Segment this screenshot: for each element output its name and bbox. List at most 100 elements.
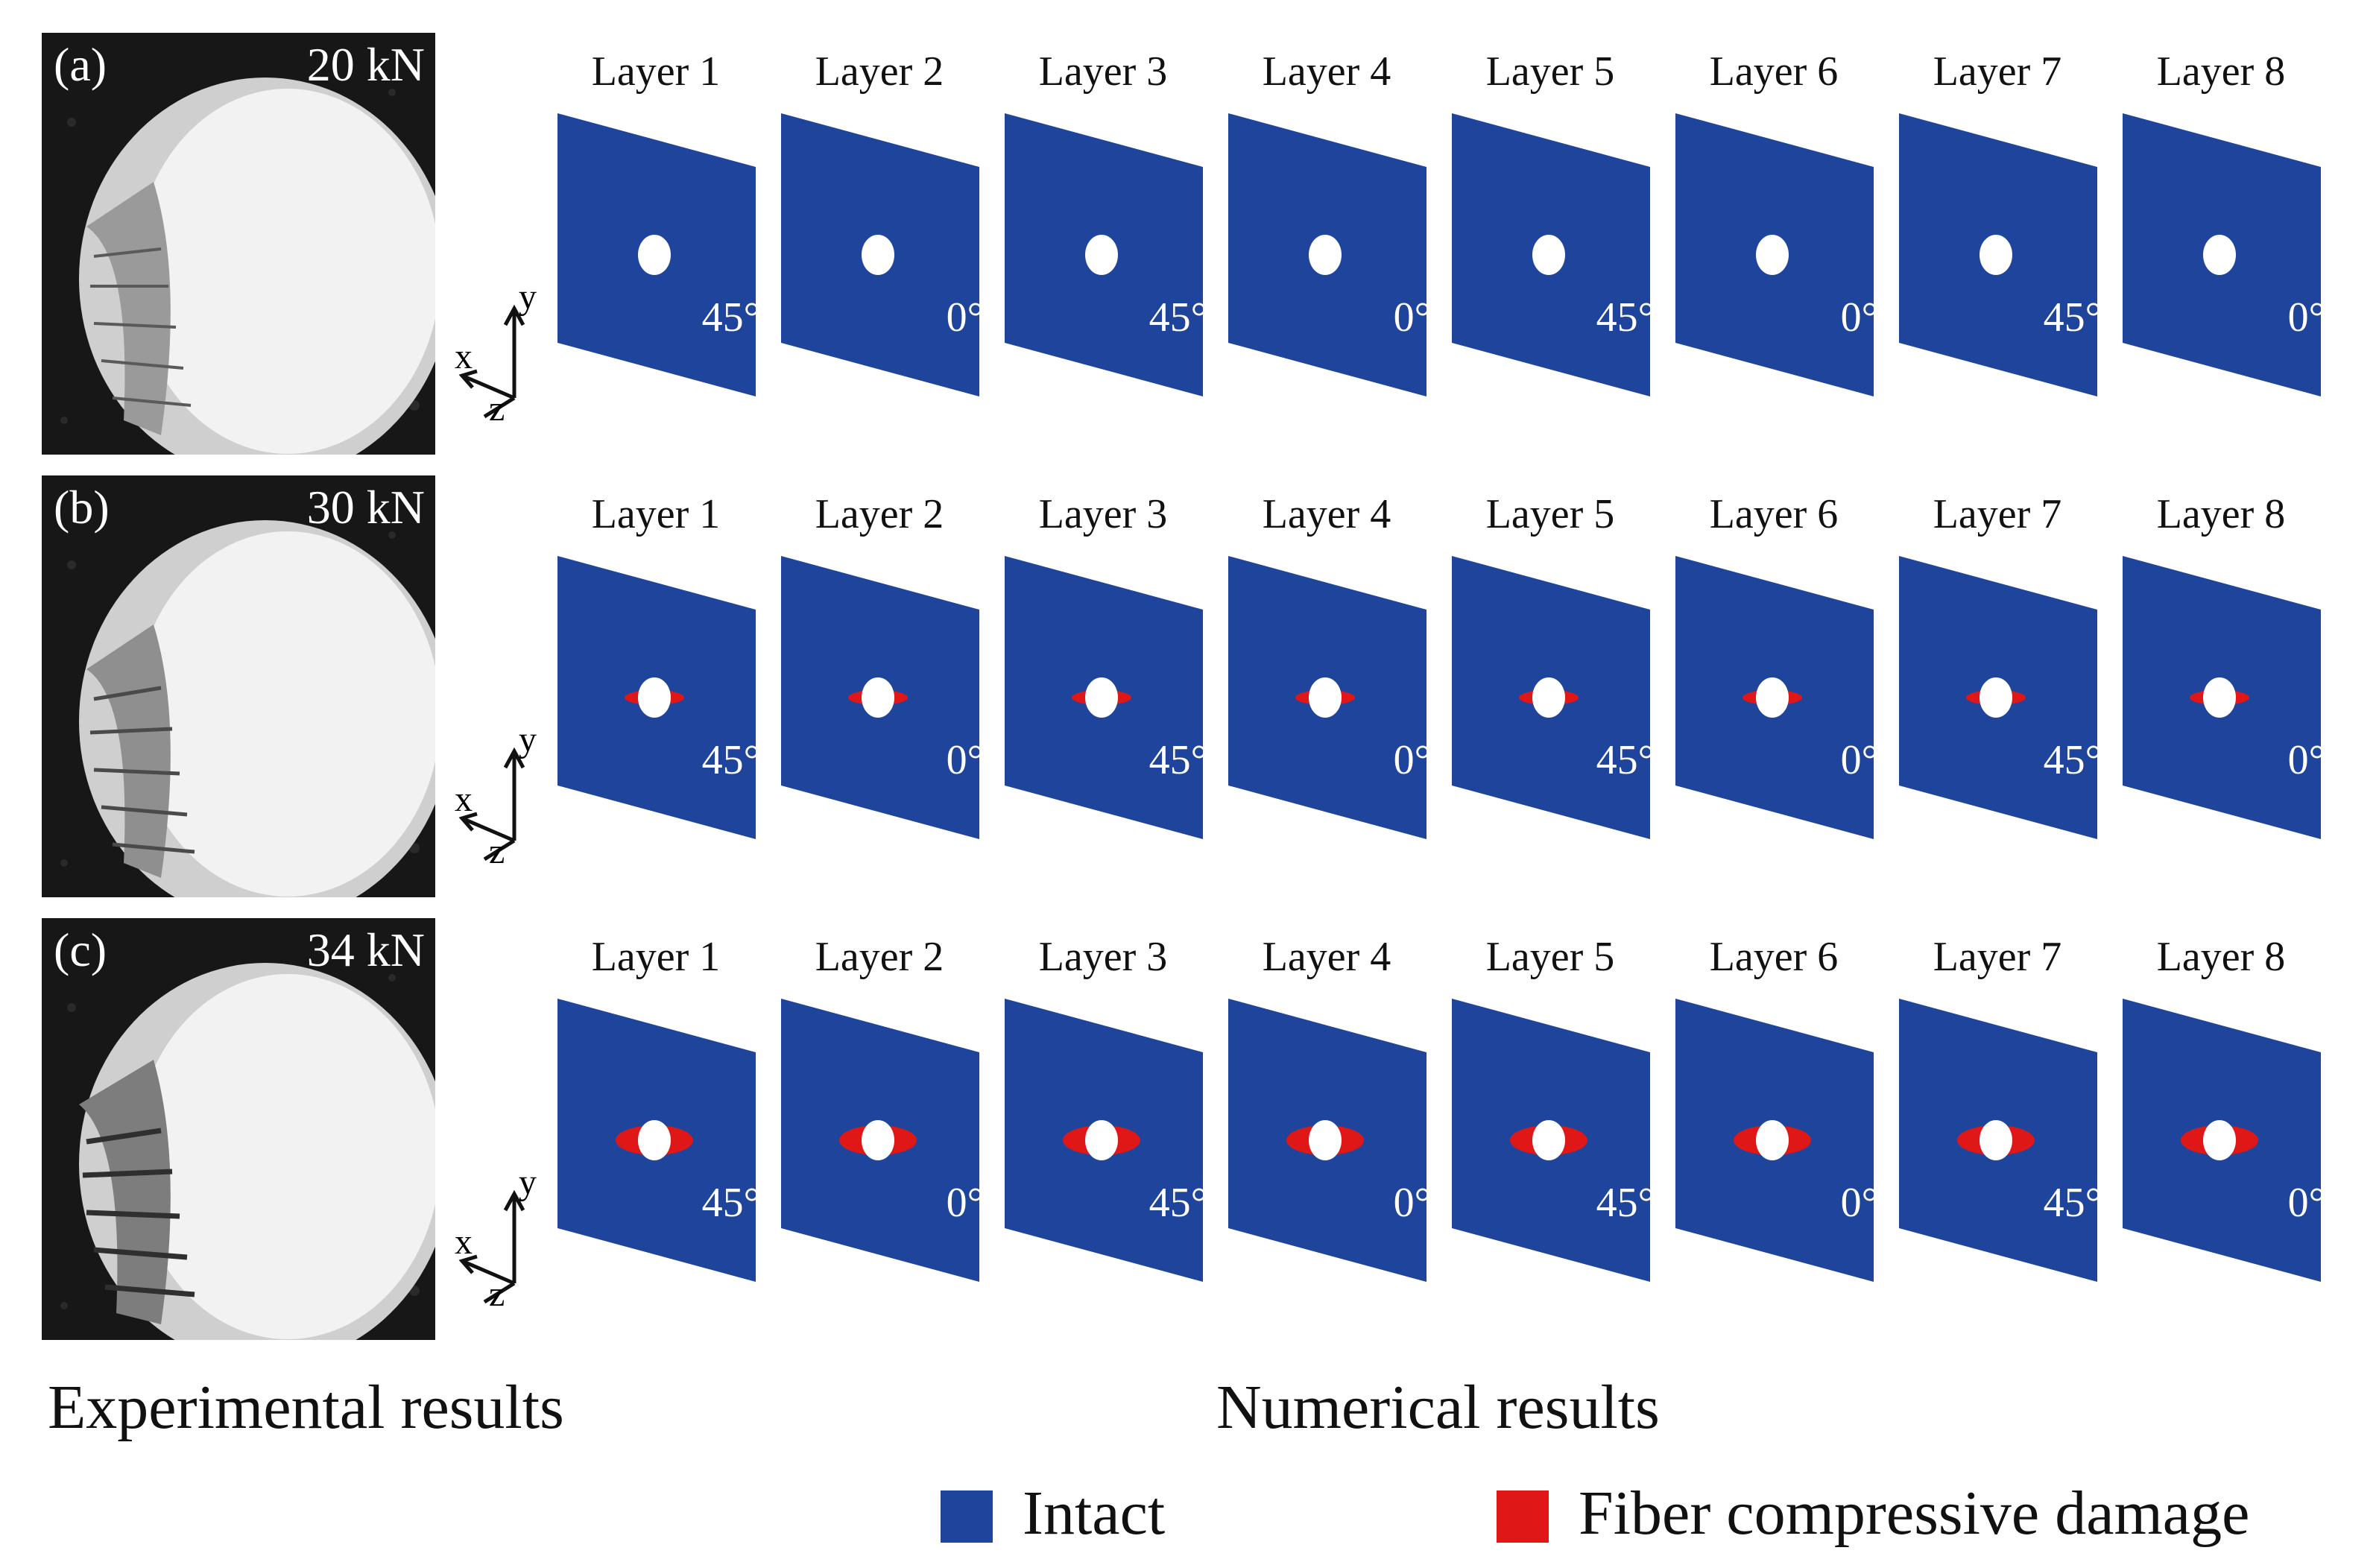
ply-angle: 45°	[2043, 294, 2102, 341]
ply-angle: 0°	[946, 294, 984, 341]
layer-panel: Layer 3 45°	[991, 933, 1215, 1283]
ply-angle: 45°	[1596, 294, 1655, 341]
ply-angle: 0°	[2287, 1180, 2325, 1226]
ply-angle: 0°	[1393, 737, 1431, 783]
layer-label: Layer 7	[1933, 48, 2062, 95]
layer-panel: Layer 7 45°	[1886, 933, 2109, 1283]
hole	[1085, 677, 1118, 718]
legend-swatch-intact	[941, 1490, 993, 1543]
legend-label-intact: Intact	[1023, 1479, 1166, 1548]
layer-label: Layer 1	[591, 48, 721, 95]
layer-plate	[1675, 113, 1874, 396]
load-label: 34 kN	[306, 923, 425, 976]
layer-panel: Layer 4 0°	[1215, 933, 1438, 1283]
layer-label: Layer 2	[815, 48, 944, 95]
ply-angle: 0°	[1393, 294, 1431, 341]
ply-angle: 45°	[701, 737, 760, 783]
layer-plate	[1228, 556, 1426, 839]
hole	[638, 1120, 671, 1160]
layer-label: Layer 7	[1933, 934, 2062, 980]
ply-angle: 45°	[1148, 1180, 1207, 1226]
ply-angle: 45°	[2043, 737, 2102, 783]
layer-label: Layer 5	[1485, 48, 1615, 95]
layer-panel: Layer 1 45°	[544, 933, 768, 1283]
ply-angle: 45°	[701, 1180, 760, 1226]
layer-panel: Layer 5 45°	[1438, 48, 1662, 398]
layer-plate	[1899, 999, 2097, 1282]
layer-label: Layer 6	[1709, 491, 1839, 537]
layer-panel: Layer 3 45°	[991, 48, 1215, 398]
layer-label: Layer 8	[2156, 48, 2286, 95]
axis-x-label: x	[455, 1222, 473, 1262]
load-label: 20 kN	[306, 38, 425, 91]
coordinate-axes: y x z	[455, 279, 537, 420]
hole	[1532, 235, 1565, 275]
layer-panel: Layer 1 45°	[544, 490, 768, 841]
caption-experimental: Experimental results	[48, 1373, 564, 1442]
axis-y-label: y	[519, 279, 537, 317]
caption-numerical: Numerical results	[1216, 1373, 1660, 1442]
layer-panel: Layer 6 0°	[1662, 48, 1886, 398]
layer-plate	[1675, 556, 1874, 839]
experimental-photo: (a) 20 kN	[42, 33, 435, 455]
layer-plate	[1899, 113, 2097, 396]
axis-x-label: x	[455, 337, 473, 376]
hole	[2203, 1120, 2236, 1160]
hole	[862, 677, 894, 718]
layer-panel: Layer 2 0°	[768, 933, 991, 1283]
ply-angle: 0°	[2287, 294, 2325, 341]
hole	[1532, 1120, 1565, 1160]
hole	[1309, 235, 1342, 275]
hole	[1532, 677, 1565, 718]
layer-label: Layer 7	[1933, 491, 2062, 537]
hole	[638, 677, 671, 718]
ply-angle: 0°	[2287, 737, 2325, 783]
layer-plate	[2123, 113, 2321, 396]
ply-angle: 0°	[946, 737, 984, 783]
layer-panel: Layer 7 45°	[1886, 48, 2109, 398]
hole	[1980, 1120, 2012, 1160]
ply-angle: 0°	[1840, 294, 1878, 341]
layer-panel: Layer 5 45°	[1438, 933, 1662, 1283]
hole	[862, 235, 894, 275]
layer-panel: Layer 6 0°	[1662, 490, 1886, 841]
hole	[1980, 235, 2012, 275]
legend-intact: Intact	[941, 1479, 1388, 1550]
layer-label: Layer 6	[1709, 48, 1839, 95]
hole-photo-image	[42, 33, 435, 455]
layer-plate	[557, 556, 756, 839]
axis-y-label: y	[519, 721, 537, 759]
layer-plate	[557, 113, 756, 396]
layer-label: Layer 1	[591, 491, 721, 537]
hole	[1309, 677, 1342, 718]
layer-plate	[1005, 556, 1203, 839]
layer-plate	[2123, 999, 2321, 1282]
layer-label: Layer 4	[1262, 934, 1391, 980]
layer-plate	[1899, 556, 2097, 839]
coordinate-axes: y x z	[455, 721, 537, 863]
layer-plate	[1228, 999, 1426, 1282]
ply-angle: 0°	[946, 1180, 984, 1226]
load-label: 30 kN	[306, 481, 425, 534]
axis-z-label: z	[489, 389, 505, 420]
layer-label: Layer 2	[815, 491, 944, 537]
hole	[638, 235, 671, 275]
layer-panel: Layer 2 0°	[768, 48, 991, 398]
ply-angle: 0°	[1393, 1180, 1431, 1226]
layer-label: Layer 2	[815, 934, 944, 980]
layer-panel: Layer 8 0°	[2109, 48, 2333, 398]
hole	[2203, 677, 2236, 718]
hole	[1085, 1120, 1118, 1160]
layer-label: Layer 4	[1262, 491, 1391, 537]
ply-angle: 45°	[1596, 737, 1655, 783]
axis-y-label: y	[519, 1164, 537, 1202]
layer-plate	[1452, 556, 1650, 839]
layer-plate	[1005, 113, 1203, 396]
panel-tag: (a)	[54, 38, 107, 91]
ply-angle: 45°	[1148, 737, 1207, 783]
layer-panel: Layer 8 0°	[2109, 490, 2333, 841]
layer-plate	[2123, 556, 2321, 839]
ply-angle: 45°	[701, 294, 760, 341]
layer-plate	[781, 113, 979, 396]
layer-plate	[1452, 113, 1650, 396]
